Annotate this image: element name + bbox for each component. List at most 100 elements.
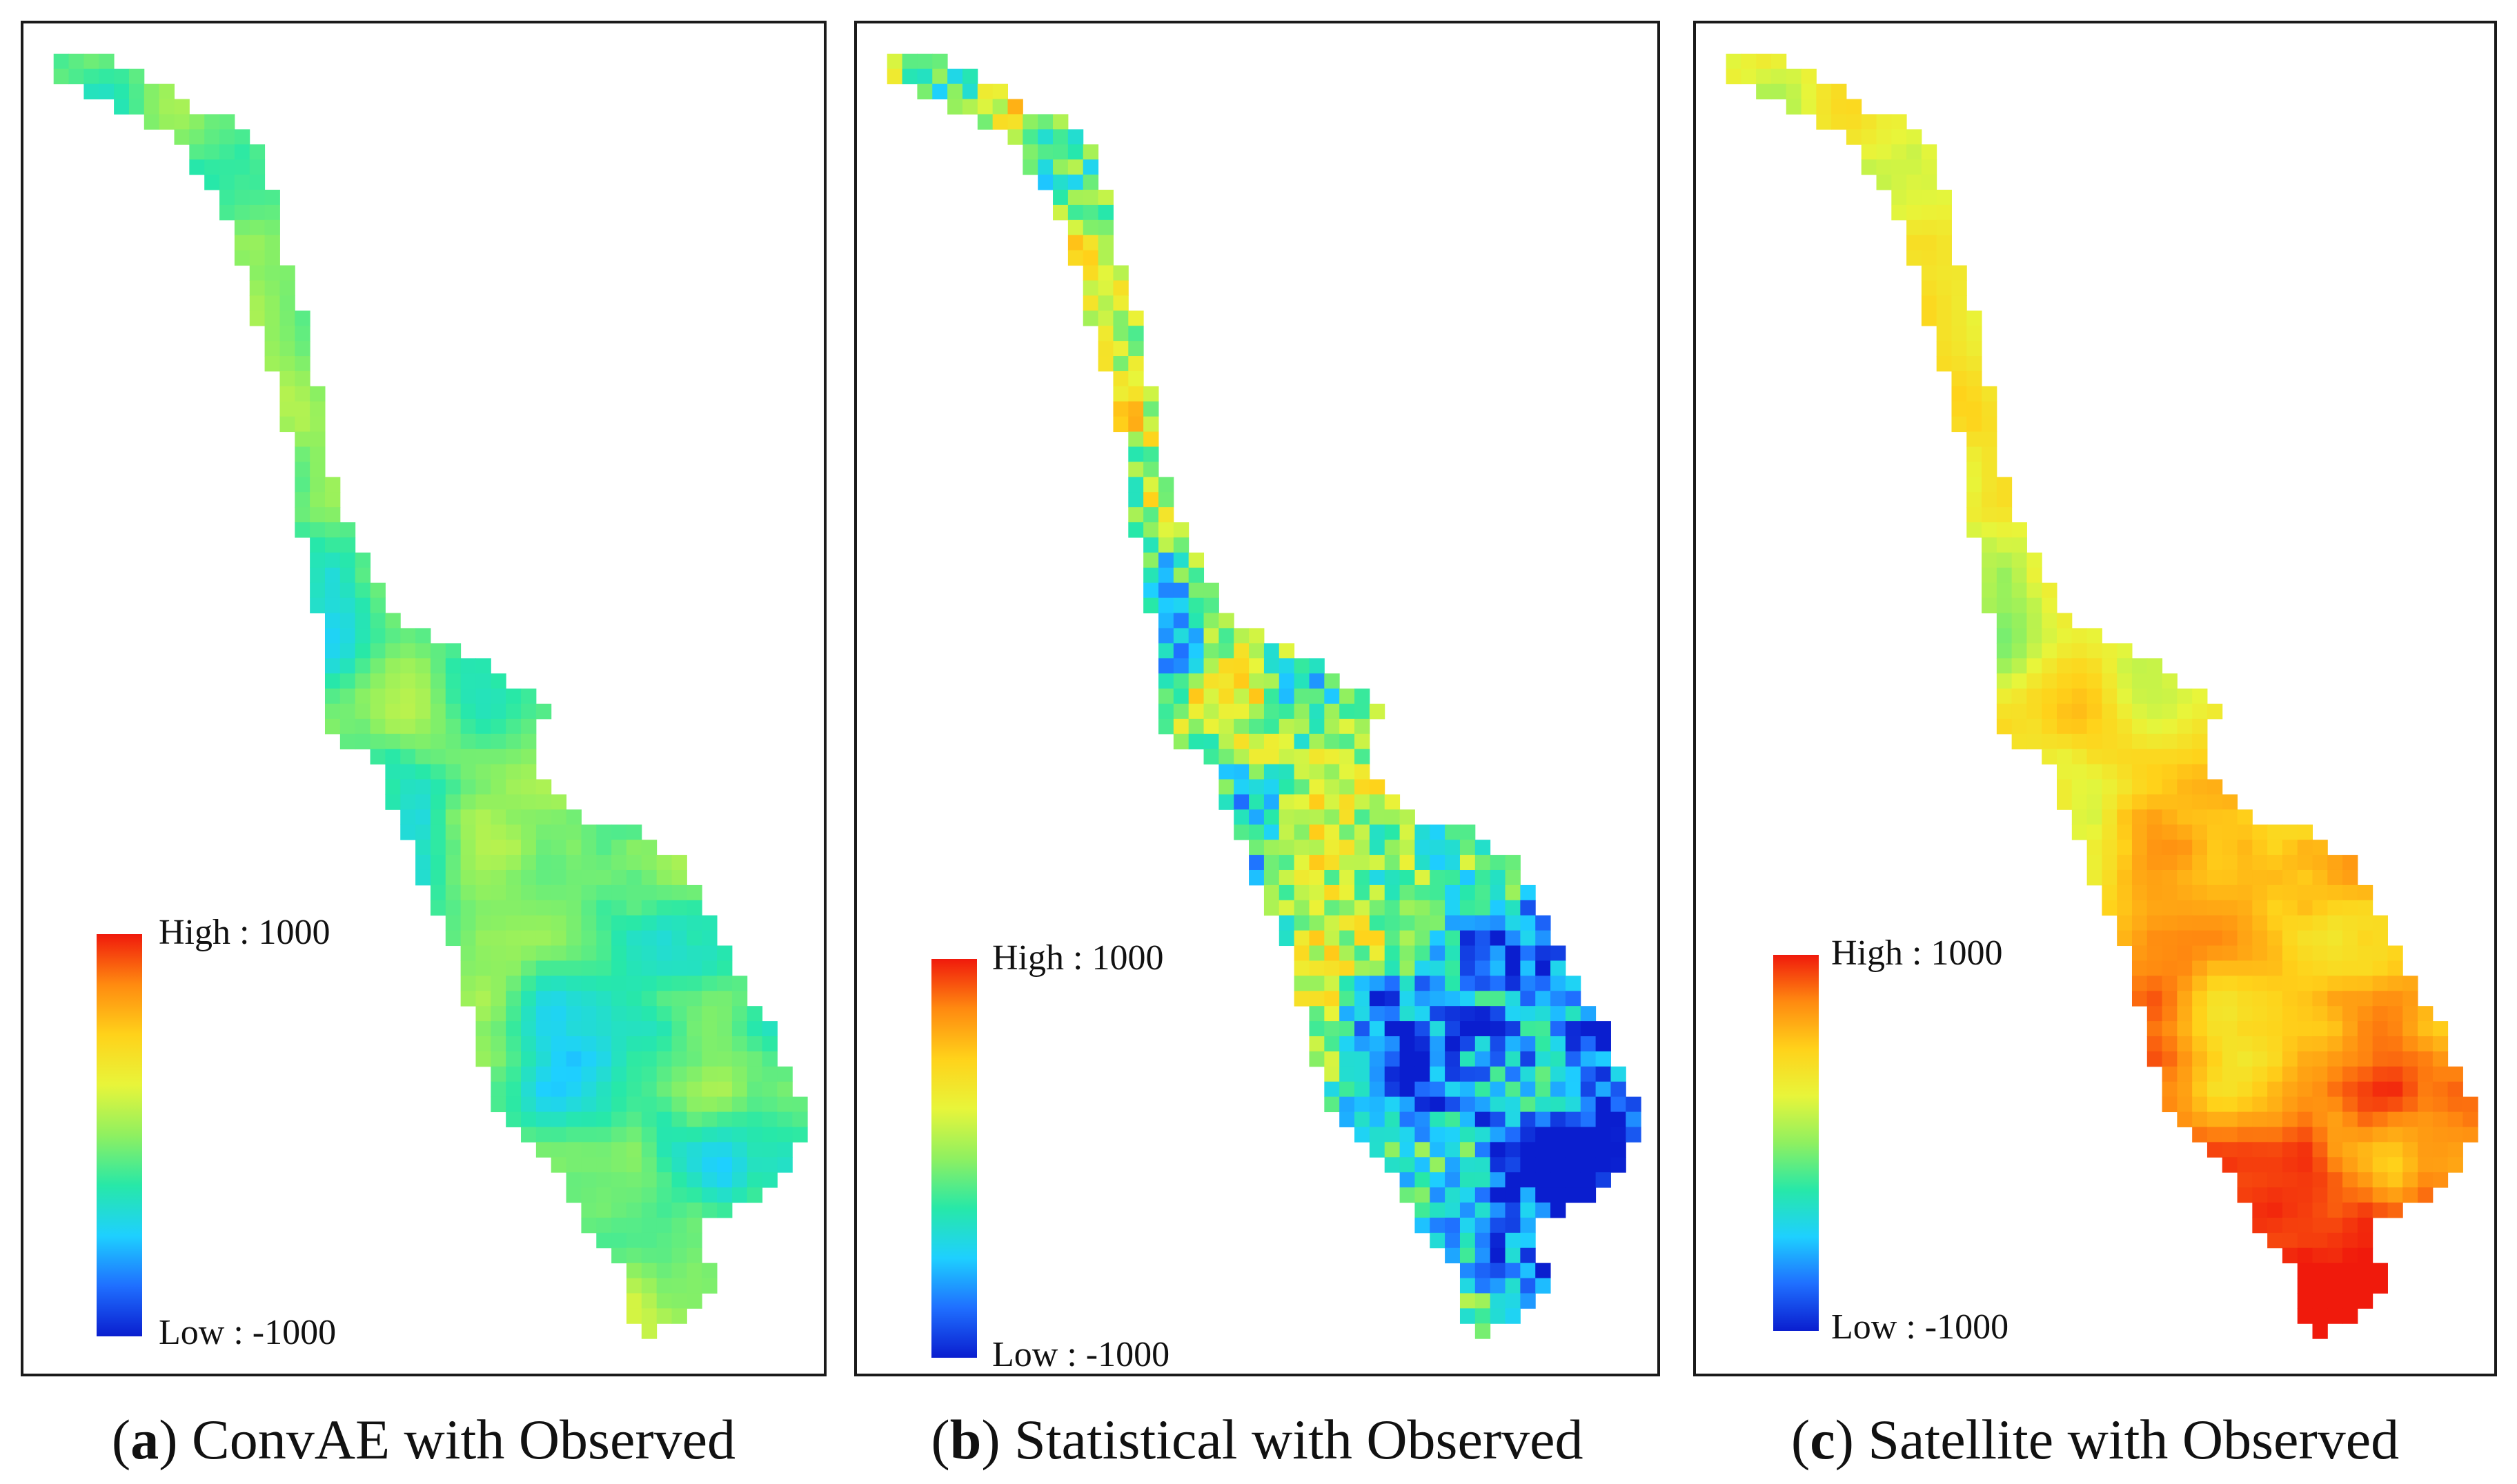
map-cell	[1430, 1172, 1445, 1188]
map-cell	[717, 1127, 733, 1142]
map-cell	[1324, 1036, 1340, 1052]
map-cell	[2207, 794, 2223, 810]
map-cell	[445, 779, 462, 795]
map-cell	[1188, 658, 1205, 674]
map-cell	[2146, 900, 2163, 916]
map-cell	[656, 1187, 673, 1203]
map-cell	[596, 1066, 612, 1082]
map-cell	[1520, 1081, 1536, 1098]
map-cell	[1490, 1111, 1506, 1127]
map-cell	[264, 341, 280, 357]
map-cell	[2342, 1096, 2358, 1113]
map-cell	[581, 1203, 597, 1218]
map-cell	[2011, 552, 2027, 568]
map-cell	[1490, 1308, 1506, 1324]
map-cell	[1490, 930, 1506, 947]
map-cell	[2222, 915, 2238, 931]
map-cell	[2282, 1036, 2298, 1052]
map-cell	[475, 945, 491, 961]
map-cell	[1951, 370, 1967, 387]
map-cell	[2146, 945, 2163, 961]
map-cell	[596, 945, 612, 961]
map-cell	[1324, 764, 1340, 780]
map-cell	[506, 749, 522, 765]
map-cell	[1996, 537, 2013, 553]
map-cell	[1726, 53, 1741, 70]
map-cell	[1234, 824, 1250, 840]
map-cell	[339, 689, 356, 704]
map-cell	[1279, 930, 1295, 947]
map-cell	[1158, 522, 1174, 538]
map-cell	[2146, 1051, 2163, 1067]
map-cell	[279, 265, 295, 281]
map-cell	[506, 1051, 522, 1067]
map-cell	[702, 1036, 718, 1052]
map-cell	[2131, 930, 2148, 947]
map-cell	[2327, 976, 2343, 991]
map-cell	[1188, 613, 1205, 629]
map-cell	[596, 1081, 612, 1098]
map-cell	[295, 431, 310, 447]
map-cell	[1218, 764, 1234, 780]
map-cell	[762, 1127, 778, 1142]
map-cell	[2131, 855, 2148, 871]
map-cell	[415, 733, 431, 750]
map-cell	[339, 613, 356, 629]
map-cell	[1459, 1263, 1476, 1279]
map-cell	[2402, 1021, 2418, 1037]
map-cell	[521, 1036, 537, 1052]
map-cell	[671, 1232, 687, 1249]
map-cell	[1354, 733, 1370, 750]
map-cell	[506, 1036, 522, 1052]
map-cell	[656, 1066, 673, 1082]
map-cell	[2357, 1142, 2373, 1158]
map-cell	[2418, 1142, 2434, 1158]
map-cell	[2102, 749, 2118, 765]
map-cell	[1324, 1066, 1340, 1082]
map-cell	[2282, 1247, 2298, 1264]
map-cell	[535, 960, 552, 976]
map-cell	[2342, 1187, 2358, 1203]
map-cell	[1445, 1006, 1461, 1022]
map-cell	[1430, 1066, 1445, 1082]
map-cell	[626, 1051, 642, 1067]
map-cell	[2162, 703, 2178, 720]
map-cell	[1399, 809, 1415, 825]
map-cell	[506, 764, 522, 780]
map-cell	[717, 1203, 733, 1218]
map-cell	[2297, 1111, 2313, 1127]
map-cell	[1067, 219, 1084, 236]
map-cell	[1384, 960, 1401, 976]
map-cell	[671, 1006, 687, 1022]
map-cell	[1520, 1051, 1536, 1067]
map-cell	[1951, 310, 1967, 326]
map-cell	[310, 507, 326, 523]
map-cell	[1982, 446, 1997, 462]
map-cell	[415, 764, 431, 780]
map-cell	[2297, 1187, 2313, 1203]
map-cell	[1188, 718, 1205, 735]
map-cell	[1414, 1127, 1430, 1142]
map-cell	[687, 915, 702, 931]
map-cell	[1143, 416, 1159, 433]
map-cell	[626, 1308, 642, 1324]
map-cell	[626, 1187, 642, 1203]
map-cell	[2086, 733, 2102, 750]
map-cell	[687, 1172, 702, 1188]
map-cell	[475, 749, 491, 765]
map-cell	[2207, 809, 2223, 825]
map-cell	[887, 68, 903, 85]
map-cell	[2282, 855, 2298, 871]
map-cell	[535, 1142, 552, 1158]
map-cell	[1770, 68, 1787, 85]
map-cell	[1369, 794, 1385, 810]
map-cell	[1294, 658, 1310, 674]
map-cell	[2327, 1006, 2343, 1022]
map-cell	[2146, 658, 2163, 674]
map-cell	[2146, 824, 2163, 840]
map-cell	[1399, 1172, 1415, 1188]
map-cell	[2042, 718, 2057, 735]
map-cell	[506, 794, 522, 810]
map-cell	[355, 689, 371, 704]
map-cell	[370, 613, 386, 629]
